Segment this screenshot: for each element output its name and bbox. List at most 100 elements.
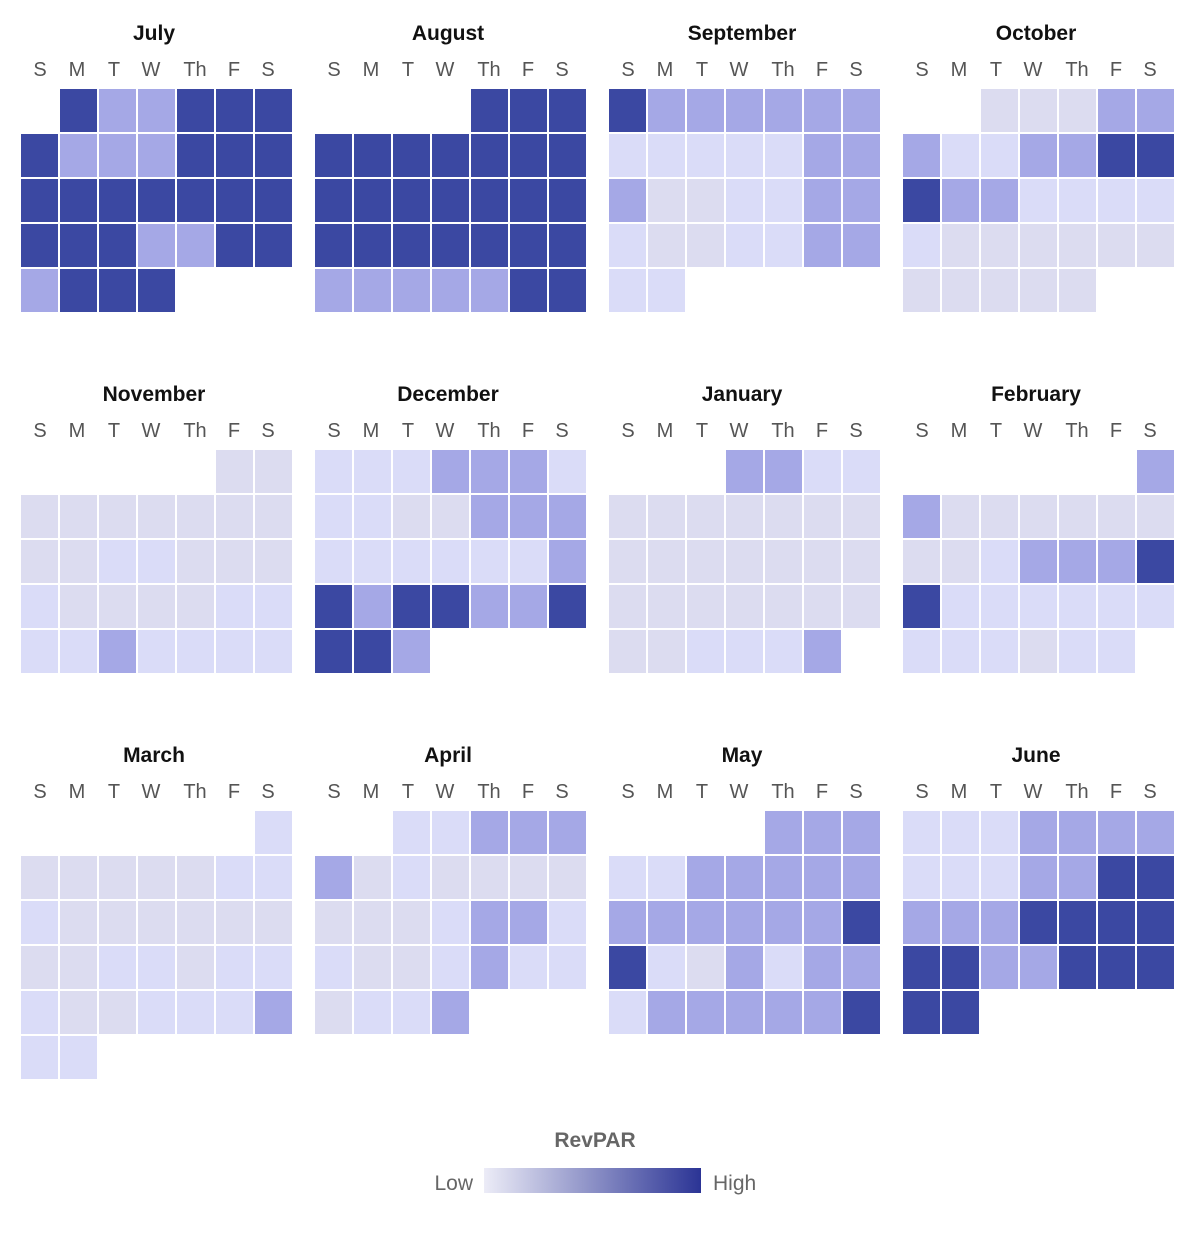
weekday-label: M bbox=[657, 420, 674, 442]
weekday-label: T bbox=[990, 59, 1002, 81]
day-cell bbox=[763, 87, 804, 134]
day-cell bbox=[940, 809, 981, 856]
day-cell bbox=[1057, 493, 1098, 540]
weekday-label: S bbox=[1143, 781, 1156, 803]
month-title: July bbox=[133, 22, 175, 45]
day-cell bbox=[547, 809, 588, 856]
day-cell bbox=[607, 989, 648, 1036]
weekday-label: M bbox=[363, 420, 380, 442]
day-cell bbox=[646, 222, 687, 269]
legend-low-label: Low bbox=[434, 1172, 473, 1195]
weekday-label: T bbox=[108, 781, 120, 803]
day-cell bbox=[175, 132, 216, 179]
day-cell bbox=[391, 538, 432, 585]
day-cell bbox=[685, 944, 726, 991]
weekday-label: S bbox=[33, 781, 46, 803]
weekday-label: Th bbox=[183, 420, 206, 442]
weekday-label: T bbox=[402, 781, 414, 803]
month-title: June bbox=[1011, 744, 1060, 767]
weekday-label: S bbox=[915, 59, 928, 81]
day-cell bbox=[508, 809, 549, 856]
weekday-label: Th bbox=[771, 59, 794, 81]
day-cell bbox=[607, 493, 648, 540]
day-cell bbox=[136, 538, 177, 585]
day-cell bbox=[214, 493, 255, 540]
weekday-label: Th bbox=[1065, 781, 1088, 803]
month-title: November bbox=[103, 383, 206, 406]
day-cell bbox=[979, 628, 1020, 675]
day-cell bbox=[352, 222, 393, 269]
day-cell bbox=[841, 899, 882, 946]
day-cell bbox=[841, 809, 882, 856]
day-cell bbox=[313, 944, 354, 991]
weekday-label: S bbox=[261, 59, 274, 81]
day-cell bbox=[508, 222, 549, 269]
month-title: October bbox=[996, 22, 1077, 45]
weekday-label: S bbox=[327, 420, 340, 442]
day-cell bbox=[901, 854, 942, 901]
day-cell bbox=[802, 899, 843, 946]
day-cell bbox=[175, 222, 216, 269]
day-cell bbox=[802, 538, 843, 585]
day-cell bbox=[214, 628, 255, 675]
day-cell bbox=[1096, 177, 1137, 224]
weekday-label: T bbox=[108, 59, 120, 81]
day-cell bbox=[469, 448, 510, 495]
day-cell bbox=[841, 944, 882, 991]
day-cell bbox=[1096, 132, 1137, 179]
day-cell bbox=[469, 809, 510, 856]
day-cell bbox=[430, 538, 471, 585]
day-cell bbox=[430, 944, 471, 991]
day-cell bbox=[802, 177, 843, 224]
day-cell bbox=[607, 538, 648, 585]
day-cell bbox=[175, 854, 216, 901]
day-cell bbox=[646, 944, 687, 991]
day-cell bbox=[802, 628, 843, 675]
day-cell bbox=[646, 177, 687, 224]
day-cell bbox=[391, 628, 432, 675]
day-cell bbox=[19, 222, 60, 269]
day-cell bbox=[469, 222, 510, 269]
day-cell bbox=[508, 583, 549, 630]
weekday-label: S bbox=[33, 420, 46, 442]
weekday-label: Th bbox=[477, 781, 500, 803]
weekday-label: F bbox=[816, 781, 828, 803]
day-cell bbox=[97, 132, 138, 179]
weekday-label: S bbox=[621, 781, 634, 803]
day-cell bbox=[724, 493, 765, 540]
day-cell bbox=[1135, 944, 1176, 991]
day-cell bbox=[19, 493, 60, 540]
weekday-label: T bbox=[402, 59, 414, 81]
day-cell bbox=[97, 854, 138, 901]
day-cell bbox=[136, 132, 177, 179]
day-cell bbox=[352, 267, 393, 314]
day-cell bbox=[802, 944, 843, 991]
weekday-label: W bbox=[142, 59, 161, 81]
weekday-label: M bbox=[951, 420, 968, 442]
day-cell bbox=[214, 944, 255, 991]
legend-title: RevPAR bbox=[554, 1129, 636, 1152]
day-cell bbox=[58, 132, 99, 179]
day-cell bbox=[607, 87, 648, 134]
day-cell bbox=[391, 583, 432, 630]
month-title: April bbox=[424, 744, 472, 767]
day-cell bbox=[1057, 87, 1098, 134]
day-cell bbox=[352, 899, 393, 946]
day-cell bbox=[547, 583, 588, 630]
day-cell bbox=[1096, 628, 1137, 675]
weekday-label: M bbox=[69, 781, 86, 803]
weekday-label: F bbox=[1110, 781, 1122, 803]
day-cell bbox=[802, 583, 843, 630]
day-cell bbox=[97, 989, 138, 1036]
day-cell bbox=[979, 177, 1020, 224]
day-cell bbox=[646, 267, 687, 314]
weekday-label: W bbox=[1024, 420, 1043, 442]
day-cell bbox=[313, 177, 354, 224]
day-cell bbox=[430, 267, 471, 314]
day-cell bbox=[352, 628, 393, 675]
day-cell bbox=[19, 177, 60, 224]
